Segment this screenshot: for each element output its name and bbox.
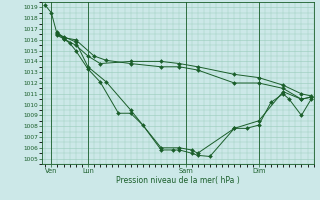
X-axis label: Pression niveau de la mer( hPa ): Pression niveau de la mer( hPa ) xyxy=(116,176,239,185)
